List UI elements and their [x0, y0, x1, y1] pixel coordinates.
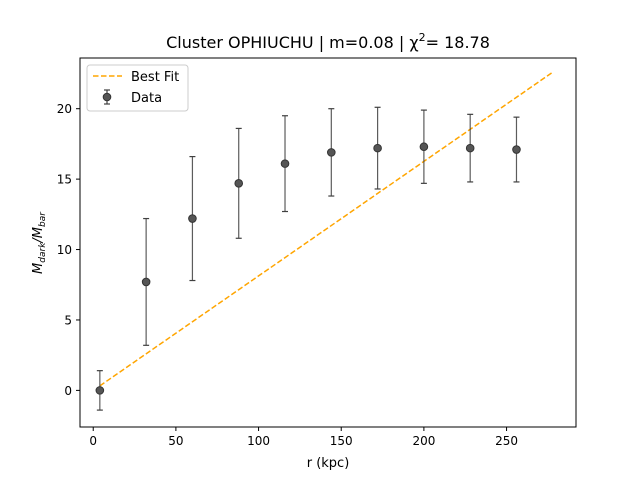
data-marker — [188, 214, 197, 223]
x-axis-label: r (kpc) — [307, 456, 350, 471]
x-axis: 0 50 100 150 200 250 — [89, 427, 518, 448]
data-marker — [465, 143, 475, 153]
y-label-sep: /M — [31, 227, 46, 244]
data-marker — [141, 277, 151, 287]
legend-data-swatch — [102, 89, 112, 105]
data-point-6 — [373, 106, 382, 190]
data-marker — [280, 159, 290, 168]
y-tick-label-15: 15 — [57, 173, 72, 187]
legend: Best Fit Data — [86, 64, 189, 112]
data-point-1 — [141, 217, 151, 346]
chart-title: Cluster OPHIUCHU | m=0.08 | χ2= 18.78 — [166, 31, 490, 52]
plot-frame — [79, 57, 577, 428]
best-fit-line — [99, 71, 554, 387]
plot-area — [95, 71, 554, 411]
data-marker — [373, 143, 382, 153]
x-tick-label-0: 0 — [89, 434, 97, 448]
x-tick-label-50: 50 — [168, 434, 183, 448]
y-tick-label-20: 20 — [57, 102, 72, 116]
x-tick-label-250: 250 — [495, 434, 518, 448]
data-marker — [512, 145, 521, 154]
data-point-7 — [419, 109, 429, 184]
y-axis: 0 5 10 15 20 — [57, 102, 80, 398]
legend-fit-label: Best Fit — [131, 70, 179, 85]
y-label-sub1: dark — [38, 242, 48, 263]
x-tick-label-200: 200 — [412, 434, 435, 448]
y-tick-label-5: 5 — [64, 313, 72, 327]
data-marker — [234, 179, 244, 188]
legend-data-label: Data — [131, 91, 162, 106]
data-marker — [95, 386, 105, 395]
y-tick-label-0: 0 — [64, 384, 72, 398]
y-axis-label: Mdark/Mbar — [31, 211, 48, 274]
x-tick-label-150: 150 — [330, 434, 353, 448]
y-label-main: M — [31, 263, 46, 274]
data-point-3 — [234, 127, 244, 239]
y-tick-label-10: 10 — [57, 243, 72, 257]
data-point-4 — [280, 115, 290, 213]
data-point-8 — [465, 113, 475, 183]
data-point-0 — [95, 370, 105, 411]
y-label-sub2: bar — [38, 211, 48, 227]
title-suffix: = 18.78 — [426, 33, 490, 52]
data-point-9 — [512, 116, 521, 183]
x-tick-label-100: 100 — [247, 434, 270, 448]
title-prefix: Cluster OPHIUCHU | m=0.08 | χ — [166, 33, 418, 52]
data-marker — [327, 148, 336, 157]
title-sup: 2 — [419, 31, 426, 44]
data-point-5 — [327, 108, 336, 197]
data-marker — [419, 142, 429, 152]
data-point-2 — [188, 155, 197, 282]
